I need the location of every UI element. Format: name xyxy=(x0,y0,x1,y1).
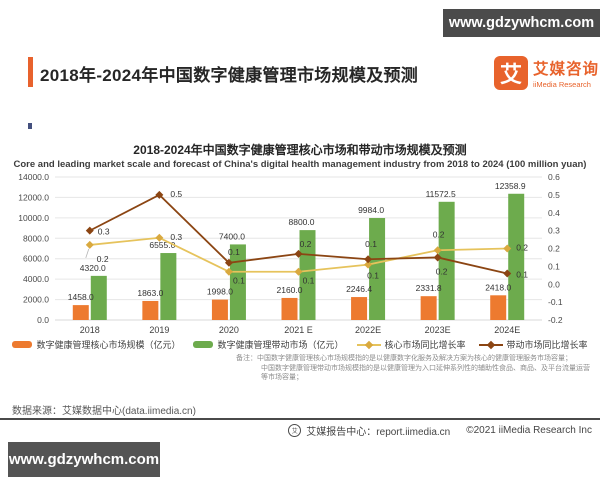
logo-name-cn: 艾媒咨询 xyxy=(533,61,600,78)
note-line-2: 中国数字健康管理带动市场规模指的是以健康管理为入口延伸系列性的辅助性食品、商品、… xyxy=(261,364,590,382)
page-title: 2018年-2024年中国数字健康管理市场规模及预测 xyxy=(40,66,419,85)
svg-text:0.1: 0.1 xyxy=(548,261,560,271)
svg-text:12000.0: 12000.0 xyxy=(18,192,49,202)
legend-item: 数字健康管理带动市场（亿元） xyxy=(193,338,344,351)
svg-text:0.3: 0.3 xyxy=(548,226,560,236)
svg-text:2023E: 2023E xyxy=(425,325,451,335)
svg-text:10000.0: 10000.0 xyxy=(18,213,49,223)
svg-text:8800.0: 8800.0 xyxy=(289,217,315,227)
svg-text:0.1: 0.1 xyxy=(228,247,240,257)
legend-label: 数字健康管理核心市场规模（亿元） xyxy=(36,340,181,350)
svg-text:0.0: 0.0 xyxy=(37,315,49,325)
svg-text:2160.0: 2160.0 xyxy=(277,285,303,295)
svg-text:0.6: 0.6 xyxy=(548,172,560,182)
svg-text:4000.0: 4000.0 xyxy=(23,274,49,284)
report-center-text: 艾媒报告中心：report.iimedia.cn xyxy=(306,427,451,438)
svg-text:2418.0: 2418.0 xyxy=(485,282,511,292)
svg-text:0.2: 0.2 xyxy=(516,243,528,253)
svg-text:0.4: 0.4 xyxy=(548,208,560,218)
svg-text:0.1: 0.1 xyxy=(233,276,245,286)
svg-text:1458.0: 1458.0 xyxy=(68,292,94,302)
svg-text:6000.0: 6000.0 xyxy=(23,254,49,264)
svg-text:0.2: 0.2 xyxy=(97,254,109,264)
svg-text:8000.0: 8000.0 xyxy=(23,233,49,243)
footer: 艾 艾媒报告中心：report.iimedia.cn ©2021 iiMedia… xyxy=(288,423,592,438)
watermark-banner-bottom: www.gdzywhcm.com xyxy=(8,442,160,477)
svg-text:0.3: 0.3 xyxy=(170,232,182,242)
svg-text:2022E: 2022E xyxy=(355,325,381,335)
svg-text:0.5: 0.5 xyxy=(548,190,560,200)
svg-text:6555.0: 6555.0 xyxy=(149,240,175,250)
svg-text:0.1: 0.1 xyxy=(365,239,377,249)
svg-text:0.3: 0.3 xyxy=(98,227,110,237)
chart-legend: 数字健康管理核心市场规模（亿元） 数字健康管理带动市场（亿元） 核心市场同比增长率 带… xyxy=(0,338,600,351)
svg-text:14000.0: 14000.0 xyxy=(18,172,49,182)
svg-text:0.2: 0.2 xyxy=(433,229,445,239)
chart-title: 2018-2024年中国数字健康管理核心市场和带动市场规模及预测 xyxy=(133,143,467,157)
iimedia-logo-text: 艾媒咨询 iiMedia Research xyxy=(533,57,599,89)
svg-text:2018: 2018 xyxy=(80,325,100,335)
svg-text:2021 E: 2021 E xyxy=(284,325,313,335)
legend-bar-swatch-icon xyxy=(193,341,214,348)
iimedia-logo-icon: 艾 xyxy=(494,56,528,90)
legend-line-swatch-icon xyxy=(478,340,503,349)
legend-label: 数字健康管理带动市场（亿元） xyxy=(217,340,344,350)
chart-subtitle: Core and leading market scale and foreca… xyxy=(13,159,587,170)
legend-label: 带动市场同比增长率 xyxy=(506,340,588,350)
svg-text:0.2: 0.2 xyxy=(548,244,560,254)
svg-text:0.1: 0.1 xyxy=(516,270,528,280)
svg-text:1863.0: 1863.0 xyxy=(137,288,163,298)
bullet-mark xyxy=(28,123,32,129)
watermark-banner-top: www.gdzywhcm.com xyxy=(443,9,600,37)
svg-text:0.1: 0.1 xyxy=(367,271,379,281)
svg-text:0.5: 0.5 xyxy=(170,189,182,199)
svg-text:2000.0: 2000.0 xyxy=(23,295,49,305)
svg-text:2019: 2019 xyxy=(149,325,169,335)
logo-name-en: iiMedia Research xyxy=(533,80,591,89)
svg-text:11572.5: 11572.5 xyxy=(426,189,456,199)
svg-text:2020: 2020 xyxy=(219,325,239,335)
svg-text:12358.9: 12358.9 xyxy=(495,181,526,191)
svg-text:-0.1: -0.1 xyxy=(548,297,563,307)
svg-text:0.0: 0.0 xyxy=(548,279,560,289)
legend-label: 核心市场同比增长率 xyxy=(384,340,466,350)
svg-text:7400.0: 7400.0 xyxy=(219,231,245,241)
legend-item: 核心市场同比增长率 xyxy=(356,338,466,351)
legend-item: 带动市场同比增长率 xyxy=(478,338,588,351)
report-center-icon: 艾 xyxy=(288,424,302,437)
copyright-text: ©2021 iiMedia Research Inc xyxy=(466,425,592,436)
title-accent-bar xyxy=(28,57,33,87)
svg-text:-0.2: -0.2 xyxy=(548,315,563,325)
data-source: 数据来源：艾媒数据中心(data.iimedia.cn) xyxy=(12,406,196,417)
svg-text:0.1: 0.1 xyxy=(303,276,315,286)
legend-line-swatch-icon xyxy=(356,340,381,349)
svg-text:2246.4: 2246.4 xyxy=(346,284,372,294)
iimedia-logo: 艾 艾媒咨询 iiMedia Research xyxy=(494,56,599,90)
svg-text:9984.0: 9984.0 xyxy=(358,205,384,215)
note-line-1: 备注：中国数字健康管理核心市场规模指的是以健康数字化服务及解决方案为核心的健康管… xyxy=(236,355,572,362)
svg-text:2024E: 2024E xyxy=(494,325,520,335)
svg-text:2331.8: 2331.8 xyxy=(416,283,442,293)
svg-text:0.2: 0.2 xyxy=(436,266,448,276)
svg-text:4320.0: 4320.0 xyxy=(80,263,106,273)
svg-text:0.2: 0.2 xyxy=(300,239,312,249)
legend-bar-swatch-icon xyxy=(12,341,33,348)
chart-notes: 备注：中国数字健康管理核心市场规模指的是以健康数字化服务及解决方案为核心的健康管… xyxy=(236,354,596,383)
footer-divider xyxy=(0,418,600,420)
svg-text:1998.0: 1998.0 xyxy=(207,287,233,297)
legend-item: 数字健康管理核心市场规模（亿元） xyxy=(12,338,180,351)
